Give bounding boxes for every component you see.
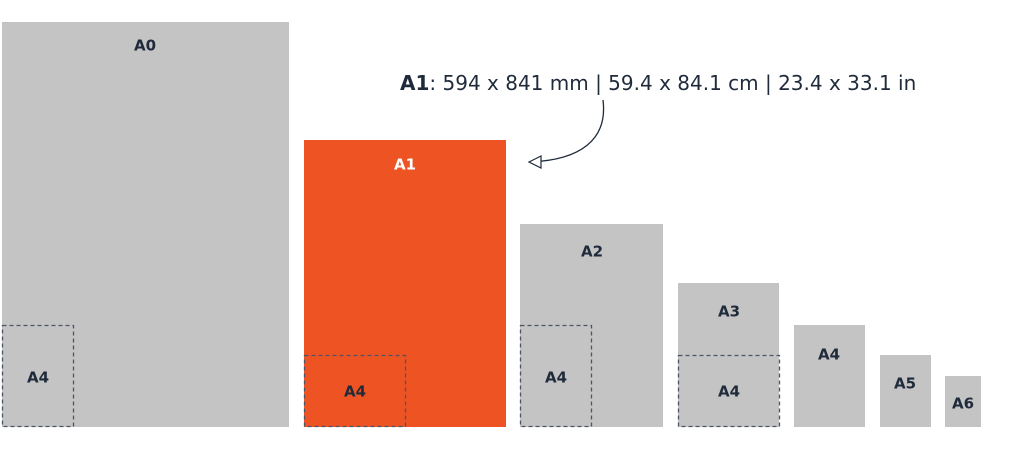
a4-overlay: [303, 354, 407, 428]
sheet-a0: [2, 22, 289, 427]
a4-overlay: [1, 324, 75, 428]
sheet-a1: [304, 140, 506, 427]
annotation-dimensions: : 594 x 841 mm | 59.4 x 84.1 cm | 23.4 x…: [429, 71, 916, 95]
overlay-label: A4: [545, 369, 567, 387]
sheet-label: A5: [894, 375, 916, 393]
sheet-label: A6: [952, 395, 974, 413]
sheet-label: A0: [134, 37, 156, 55]
sheet-a6: [945, 376, 981, 427]
sheet-a4: [794, 325, 865, 427]
annotation-arrow: [529, 99, 605, 163]
arrow-head: [527, 155, 542, 169]
a4-overlay: [519, 324, 593, 428]
sheet-label: A2: [581, 243, 603, 261]
annotation-size: A1: [400, 71, 429, 95]
sheet-label: A4: [818, 346, 840, 364]
sheet-label: A1: [394, 156, 416, 174]
a4-overlay: [677, 354, 781, 428]
overlay-label: A4: [718, 383, 740, 401]
sheet-a5: [880, 355, 931, 427]
sheet-label: A3: [718, 303, 740, 321]
annotation: A1: 594 x 841 mm | 59.4 x 84.1 cm | 23.4…: [400, 71, 916, 95]
overlay-label: A4: [27, 369, 49, 387]
overlay-label: A4: [344, 383, 366, 401]
